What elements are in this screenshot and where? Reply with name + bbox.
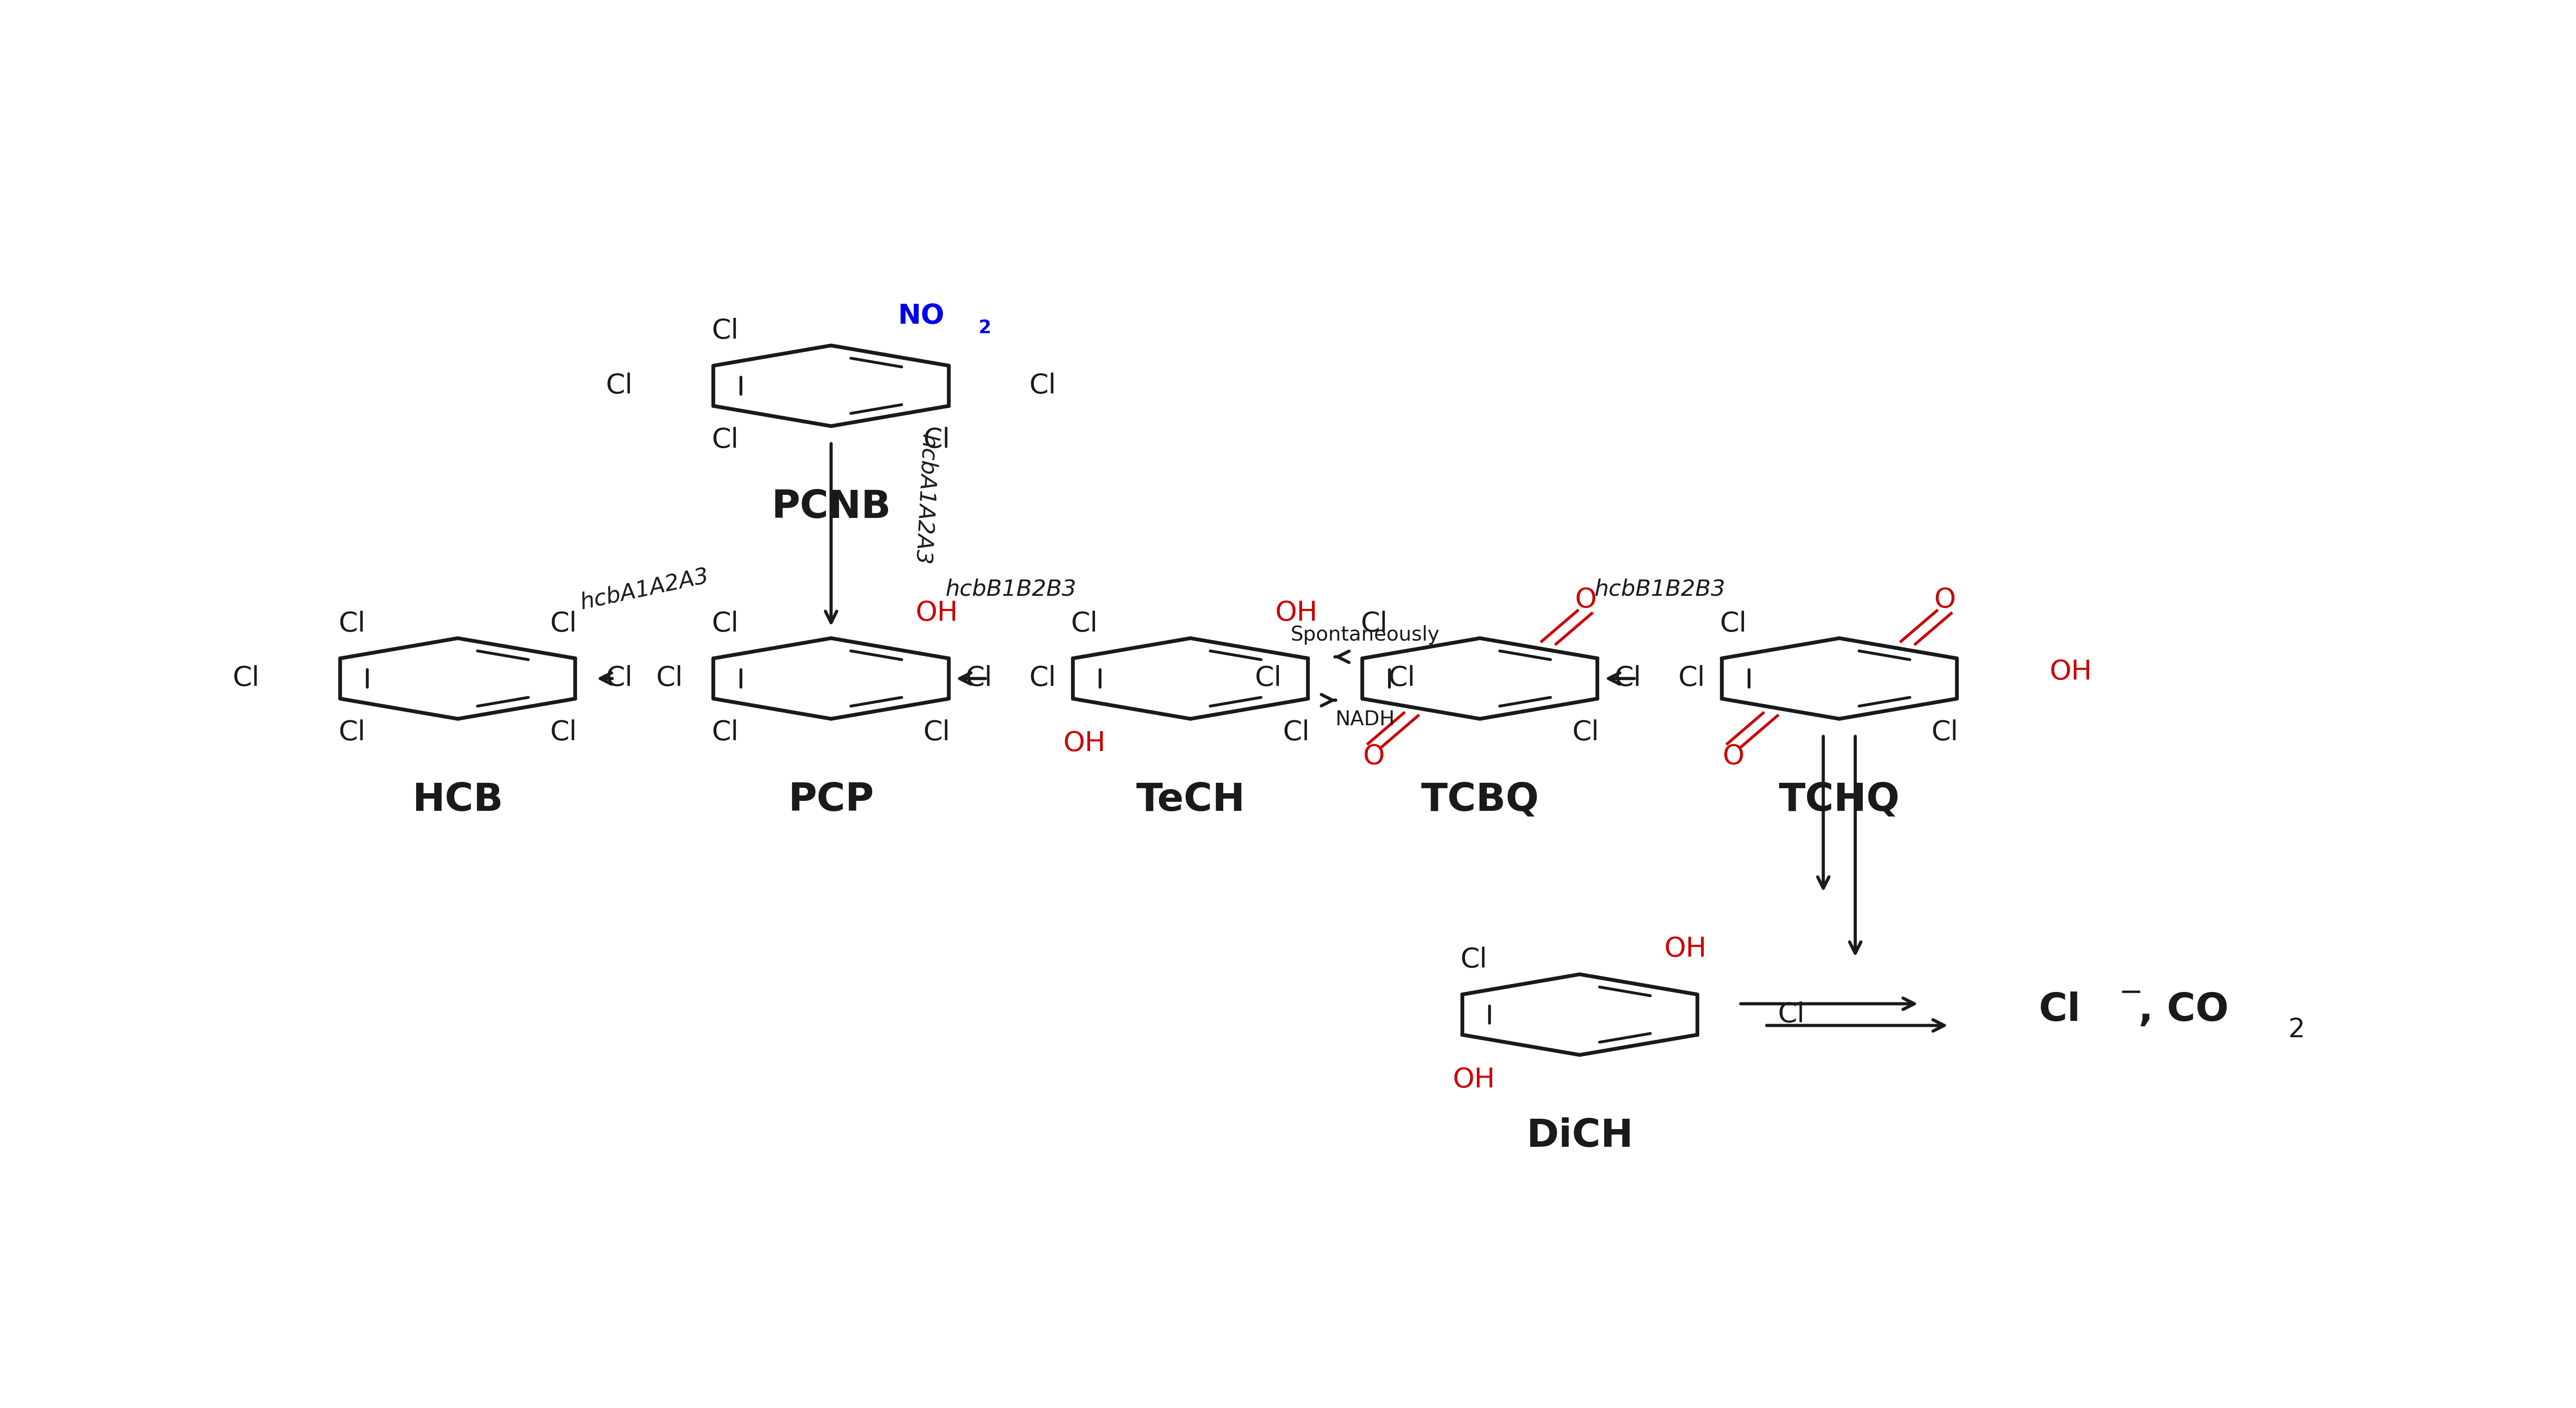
Text: NO: NO [896, 303, 945, 329]
Text: TeCH: TeCH [1136, 781, 1244, 819]
Text: Cl: Cl [232, 665, 260, 691]
Text: Cl: Cl [551, 611, 577, 638]
Text: Cl: Cl [551, 719, 577, 746]
Text: HCB: HCB [412, 781, 502, 819]
Text: Cl: Cl [1072, 611, 1097, 638]
Text: Cl: Cl [1571, 719, 1600, 746]
Text: −: − [2117, 979, 2143, 1007]
Text: O: O [1723, 743, 1744, 770]
Text: Cl: Cl [711, 427, 739, 453]
Text: Cl: Cl [1255, 665, 1283, 691]
Text: Cl: Cl [1777, 1001, 1806, 1028]
Text: OH: OH [1064, 731, 1105, 758]
Text: OH: OH [1453, 1066, 1494, 1093]
Text: hcbA1A2A3: hcbA1A2A3 [577, 565, 711, 614]
Text: Cl: Cl [1721, 611, 1747, 638]
Text: Cl: Cl [966, 665, 992, 691]
Text: Cl: Cl [2040, 991, 2081, 1029]
Text: Cl: Cl [1360, 611, 1388, 638]
Text: Cl: Cl [1030, 373, 1056, 398]
Text: 2: 2 [979, 320, 992, 337]
Text: OH: OH [914, 600, 958, 627]
Text: Cl: Cl [711, 719, 739, 746]
Text: hcbB1B2B3: hcbB1B2B3 [1595, 579, 1726, 600]
Text: O: O [1363, 743, 1386, 770]
Text: NADH: NADH [1334, 710, 1394, 729]
Text: Cl: Cl [1388, 665, 1417, 691]
Text: Cl: Cl [1283, 719, 1309, 746]
Text: 2: 2 [2287, 1017, 2306, 1043]
Text: Cl: Cl [1932, 719, 1958, 746]
Text: TCBQ: TCBQ [1422, 781, 1538, 819]
Text: OH: OH [1664, 936, 1708, 963]
Text: hcbA1A2A3: hcbA1A2A3 [912, 434, 940, 566]
Text: hcbB1B2B3: hcbB1B2B3 [945, 579, 1077, 600]
Text: OH: OH [1275, 600, 1316, 627]
Text: Cl: Cl [657, 665, 683, 691]
Text: , CO: , CO [2138, 991, 2228, 1029]
Text: OH: OH [2050, 659, 2092, 686]
Text: PCNB: PCNB [770, 489, 891, 527]
Text: Cl: Cl [1461, 946, 1486, 973]
Text: Cl: Cl [1615, 665, 1641, 691]
Text: Cl: Cl [605, 373, 634, 398]
Text: DiCH: DiCH [1525, 1118, 1633, 1155]
Text: Cl: Cl [922, 427, 951, 453]
Text: TCHQ: TCHQ [1780, 781, 1899, 819]
Text: Cl: Cl [605, 665, 634, 691]
Text: Cl: Cl [1030, 665, 1056, 691]
Text: Cl: Cl [337, 611, 366, 638]
Text: Cl: Cl [337, 719, 366, 746]
Text: O: O [1574, 587, 1597, 614]
Text: O: O [1935, 587, 1955, 614]
Text: Cl: Cl [1677, 665, 1705, 691]
Text: PCP: PCP [788, 781, 873, 819]
Text: Cl: Cl [922, 719, 951, 746]
Text: Spontaneously: Spontaneously [1291, 625, 1440, 645]
Text: Cl: Cl [711, 318, 739, 345]
Text: Cl: Cl [711, 611, 739, 638]
